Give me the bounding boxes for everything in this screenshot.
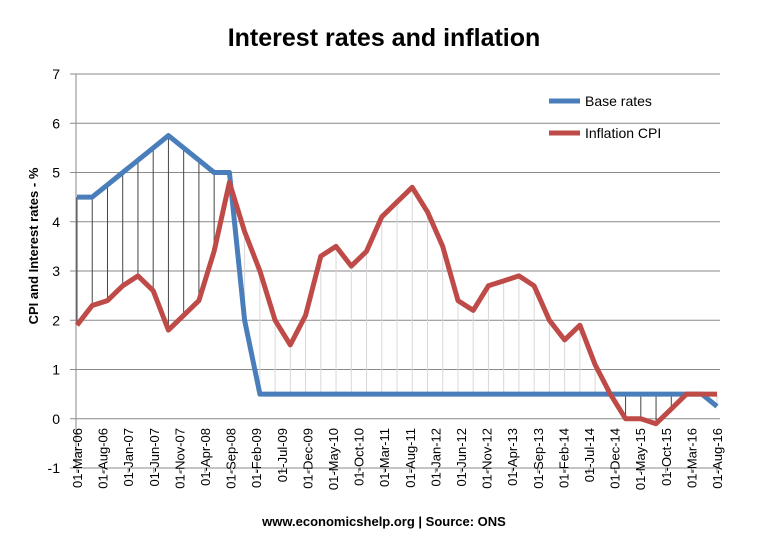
chart-title: Interest rates and inflation <box>228 24 541 52</box>
x-tick-label: 01-Jul-14 <box>582 428 597 482</box>
x-tick-label: 01-Feb-09 <box>249 428 264 488</box>
x-tick-label: 01-Oct-10 <box>352 428 367 486</box>
x-tick-label: 01-Apr-08 <box>198 428 213 486</box>
x-tick-label: 01-Jun-07 <box>147 428 162 487</box>
x-tick-label: 01-Nov-12 <box>480 428 495 489</box>
y-tick-label: 6 <box>52 115 60 131</box>
x-tick-label: 01-Sep-08 <box>224 428 239 489</box>
y-tick-label: 2 <box>52 312 60 328</box>
x-tick-label: 01-Oct-15 <box>659 428 674 486</box>
y-tick-label: 7 <box>52 66 60 82</box>
x-tick-label: 01-Mar-11 <box>377 428 392 487</box>
y-tick-label: 3 <box>52 263 60 279</box>
source-footer: www.economicshelp.org | Source: ONS <box>261 514 506 529</box>
x-tick-label: 01-Nov-07 <box>172 428 187 489</box>
x-tick-label: 01-Apr-13 <box>505 428 520 486</box>
x-tick-label: 01-Jun-12 <box>454 428 469 487</box>
x-tick-label: 01-May-10 <box>326 428 341 490</box>
drop-lines <box>77 136 717 424</box>
x-tick-label: 01-Aug-11 <box>403 428 418 488</box>
y-tick-label: 0 <box>52 411 60 427</box>
x-tick-label: 01-Feb-14 <box>556 428 571 488</box>
x-tick-label: 01-Aug-06 <box>96 428 111 489</box>
x-tick-label: 01-Jan-07 <box>121 428 136 487</box>
y-tick-labels: -1 0 1 2 3 4 5 6 7 <box>48 66 61 476</box>
x-tick-labels: 01-Mar-06 01-Aug-06 01-Jan-07 01-Jun-07 01-N… <box>70 428 725 490</box>
x-tick-label: 01-Dec-09 <box>300 428 315 489</box>
x-tick-label: 01-May-15 <box>633 428 648 490</box>
legend-label-base-rates: Base rates <box>585 93 652 109</box>
legend: Base rates Inflation CPI <box>549 93 661 141</box>
x-tick-label: 01-Sep-13 <box>531 428 546 489</box>
y-tick-label: 1 <box>52 362 60 378</box>
y-tick-label: 4 <box>52 214 60 230</box>
y-axis-label: CPI and Interest rates - % <box>26 167 41 324</box>
x-tick-label: 01-Mar-06 <box>70 428 85 488</box>
x-tick-label: 01-Mar-16 <box>684 428 699 488</box>
x-tick-label: 01-Jul-09 <box>275 428 290 482</box>
legend-label-inflation-cpi: Inflation CPI <box>585 125 661 141</box>
x-tick-label: 01-Jan-12 <box>428 428 443 487</box>
x-tick-label: 01-Dec-14 <box>608 428 623 489</box>
x-tick-label: 01-Aug-16 <box>710 428 725 489</box>
y-tick-label: 5 <box>52 165 60 181</box>
y-tick-label: -1 <box>48 460 61 476</box>
